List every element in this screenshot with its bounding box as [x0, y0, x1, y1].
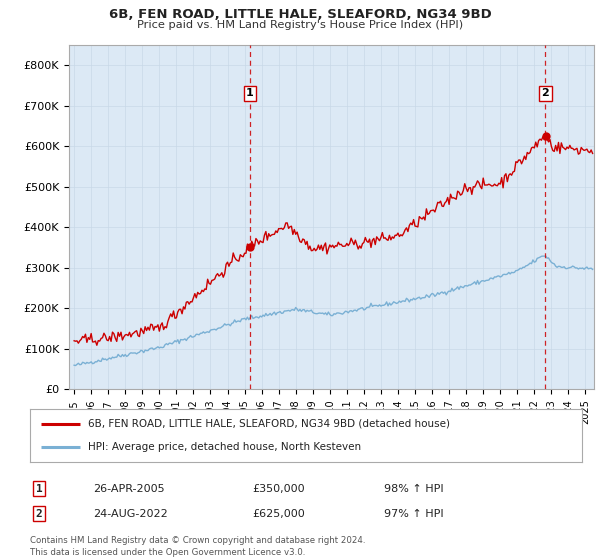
Text: 6B, FEN ROAD, LITTLE HALE, SLEAFORD, NG34 9BD (detached house): 6B, FEN ROAD, LITTLE HALE, SLEAFORD, NG3… — [88, 419, 450, 429]
Text: 97% ↑ HPI: 97% ↑ HPI — [384, 508, 443, 519]
Text: 6B, FEN ROAD, LITTLE HALE, SLEAFORD, NG34 9BD: 6B, FEN ROAD, LITTLE HALE, SLEAFORD, NG3… — [109, 8, 491, 21]
Text: 26-APR-2005: 26-APR-2005 — [93, 484, 164, 494]
Text: HPI: Average price, detached house, North Kesteven: HPI: Average price, detached house, Nort… — [88, 442, 361, 452]
Text: Contains HM Land Registry data © Crown copyright and database right 2024.
This d: Contains HM Land Registry data © Crown c… — [30, 536, 365, 557]
Text: Price paid vs. HM Land Registry's House Price Index (HPI): Price paid vs. HM Land Registry's House … — [137, 20, 463, 30]
Text: 1: 1 — [246, 88, 254, 99]
Text: 2: 2 — [35, 508, 43, 519]
Text: £625,000: £625,000 — [252, 508, 305, 519]
Text: 24-AUG-2022: 24-AUG-2022 — [93, 508, 168, 519]
Text: 2: 2 — [542, 88, 549, 99]
Text: 98% ↑ HPI: 98% ↑ HPI — [384, 484, 443, 494]
Text: 1: 1 — [35, 484, 43, 494]
Text: £350,000: £350,000 — [252, 484, 305, 494]
